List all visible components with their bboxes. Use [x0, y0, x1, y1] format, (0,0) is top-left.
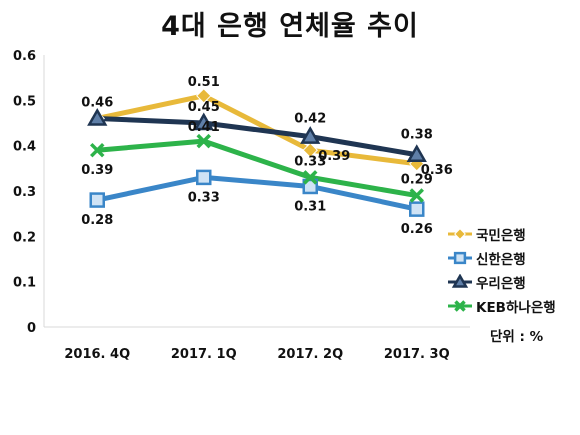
legend-marker-x-icon [448, 300, 472, 312]
x-tick-label: 2017. 1Q [171, 347, 237, 362]
data-point [409, 188, 424, 203]
data-point [409, 201, 425, 217]
data-label: 0.41 [188, 120, 220, 135]
data-label: 0.28 [81, 213, 113, 228]
data-point [196, 133, 211, 149]
legend-item-woori: 우리은행 [446, 270, 578, 294]
data-point [302, 178, 318, 195]
data-point [451, 274, 469, 288]
data-point [89, 192, 105, 208]
data-point [406, 144, 427, 162]
data-label: 0.39 [81, 163, 113, 178]
x-tick-label: 2016. 4Q [64, 347, 130, 362]
y-tick-label: 0.3 [13, 185, 36, 200]
legend-marker-diamond-icon [448, 228, 472, 240]
legend-label: 국민은행 [476, 228, 526, 244]
data-point [300, 126, 321, 144]
legend-marker-triangle-icon [448, 274, 472, 288]
legend: 국민은행 신한은행 우리은행 KEB하나은행 [446, 222, 578, 318]
series-line [97, 138, 418, 198]
legend-item-shinhan: 신한은행 [446, 246, 578, 270]
data-point [196, 88, 212, 104]
data-label: 0.33 [294, 154, 326, 169]
y-tick-label: 0.5 [13, 94, 36, 109]
data-point [302, 142, 318, 158]
data-point [90, 142, 105, 158]
data-label: 0.46 [81, 95, 113, 110]
x-tick-label: 2017. 2Q [277, 347, 343, 362]
data-label: 0.29 [401, 173, 433, 188]
legend-label: 우리은행 [476, 276, 526, 292]
data-label: 0.42 [294, 112, 326, 127]
legend-item-keb-hana: KEB하나은행 [446, 294, 578, 318]
chart-title: 4대 은행 연체율 추이 [161, 11, 419, 42]
data-label: 0.26 [401, 222, 433, 237]
data-label: 0.45 [188, 100, 220, 115]
legend-item-kookmin: 국민은행 [446, 222, 578, 246]
data-label: 0.31 [294, 199, 326, 214]
legend-label: KEB하나은행 [476, 300, 556, 316]
data-point [193, 112, 214, 131]
data-point [303, 170, 318, 185]
data-point [454, 300, 466, 312]
data-label: 0.36 [421, 163, 453, 178]
data-point [454, 228, 466, 240]
series-line [96, 93, 418, 167]
series-line [97, 115, 418, 158]
y-tick-label: 0.6 [13, 49, 36, 64]
y-tick-label: 0.1 [13, 276, 36, 291]
data-label: 0.38 [401, 128, 433, 143]
series-line [96, 174, 418, 212]
y-tick-label: 0.2 [13, 230, 36, 245]
data-point [196, 169, 212, 186]
y-tick-label: 0 [27, 321, 36, 336]
y-tick-label: 0.4 [13, 140, 36, 155]
data-label: 0.33 [188, 190, 220, 205]
legend-label: 신한은행 [476, 252, 526, 268]
data-label: 0.39 [318, 149, 350, 164]
data-point [453, 251, 467, 265]
data-label: 0.51 [188, 75, 220, 90]
legend-marker-square-icon [448, 251, 472, 265]
unit-note: 단위 : % [490, 329, 544, 345]
x-tick-label: 2017. 3Q [384, 347, 450, 362]
data-point [87, 107, 108, 126]
